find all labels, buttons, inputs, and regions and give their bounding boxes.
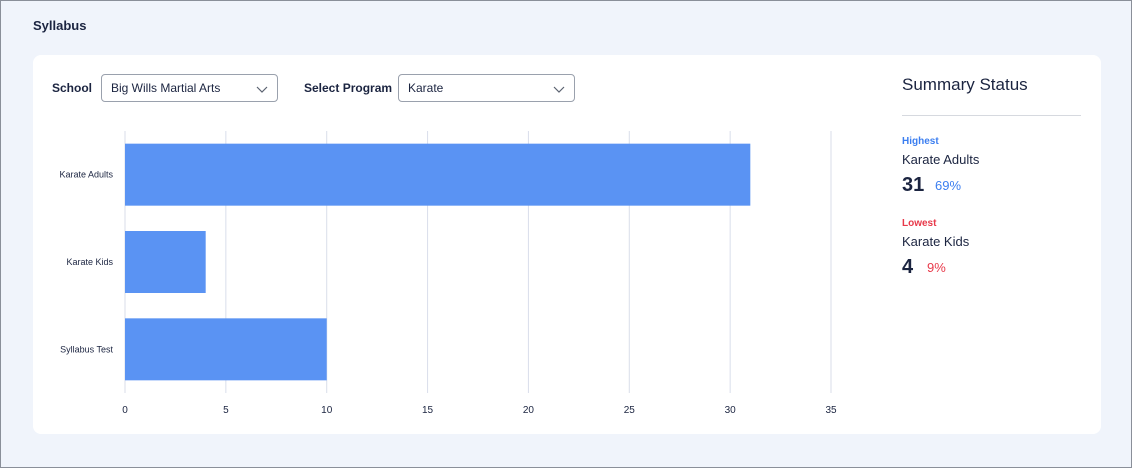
school-select-value: Big Wills Martial Arts bbox=[111, 81, 221, 95]
lowest-tag: Lowest bbox=[902, 218, 937, 229]
x-tick-label: 0 bbox=[122, 405, 128, 416]
category-label: Syllabus Test bbox=[60, 344, 113, 354]
x-tick-label: 10 bbox=[321, 405, 333, 416]
category-label: Karate Kids bbox=[66, 257, 113, 267]
highest-tag: Highest bbox=[902, 136, 939, 147]
highest-percent: 69% bbox=[935, 178, 962, 193]
summary-title: Summary Status bbox=[902, 75, 1028, 94]
category-label: Karate Adults bbox=[59, 170, 113, 180]
syllabus-card: School Big Wills Martial Arts Select Pro… bbox=[33, 55, 1101, 434]
x-tick-label: 35 bbox=[825, 405, 837, 416]
summary-divider bbox=[902, 115, 1081, 116]
x-tick-label: 30 bbox=[725, 405, 737, 416]
highest-name: Karate Adults bbox=[902, 152, 980, 167]
bar bbox=[125, 143, 751, 206]
lowest-name: Karate Kids bbox=[902, 234, 970, 249]
program-select-value: Karate bbox=[408, 81, 444, 95]
x-tick-label: 15 bbox=[422, 405, 434, 416]
bar bbox=[125, 318, 327, 381]
school-label: School bbox=[52, 81, 93, 95]
chevron-down-icon bbox=[553, 86, 565, 93]
lowest-percent: 9% bbox=[927, 260, 946, 275]
lowest-count: 4 bbox=[902, 256, 914, 278]
program-label: Select Program bbox=[304, 81, 393, 95]
bar bbox=[125, 231, 206, 293]
program-select[interactable]: Karate bbox=[398, 74, 575, 102]
x-tick-label: 25 bbox=[624, 405, 636, 416]
school-select[interactable]: Big Wills Martial Arts bbox=[101, 74, 278, 102]
x-tick-label: 20 bbox=[523, 405, 535, 416]
page-title: Syllabus bbox=[33, 18, 87, 33]
bar-chart: 0 5 10 15 20 25 30 35 Karate Adults Karate Kids Sy… bbox=[59, 131, 837, 416]
chevron-down-icon bbox=[256, 86, 268, 93]
x-tick-label: 5 bbox=[223, 405, 229, 416]
highest-count: 31 bbox=[902, 174, 925, 196]
